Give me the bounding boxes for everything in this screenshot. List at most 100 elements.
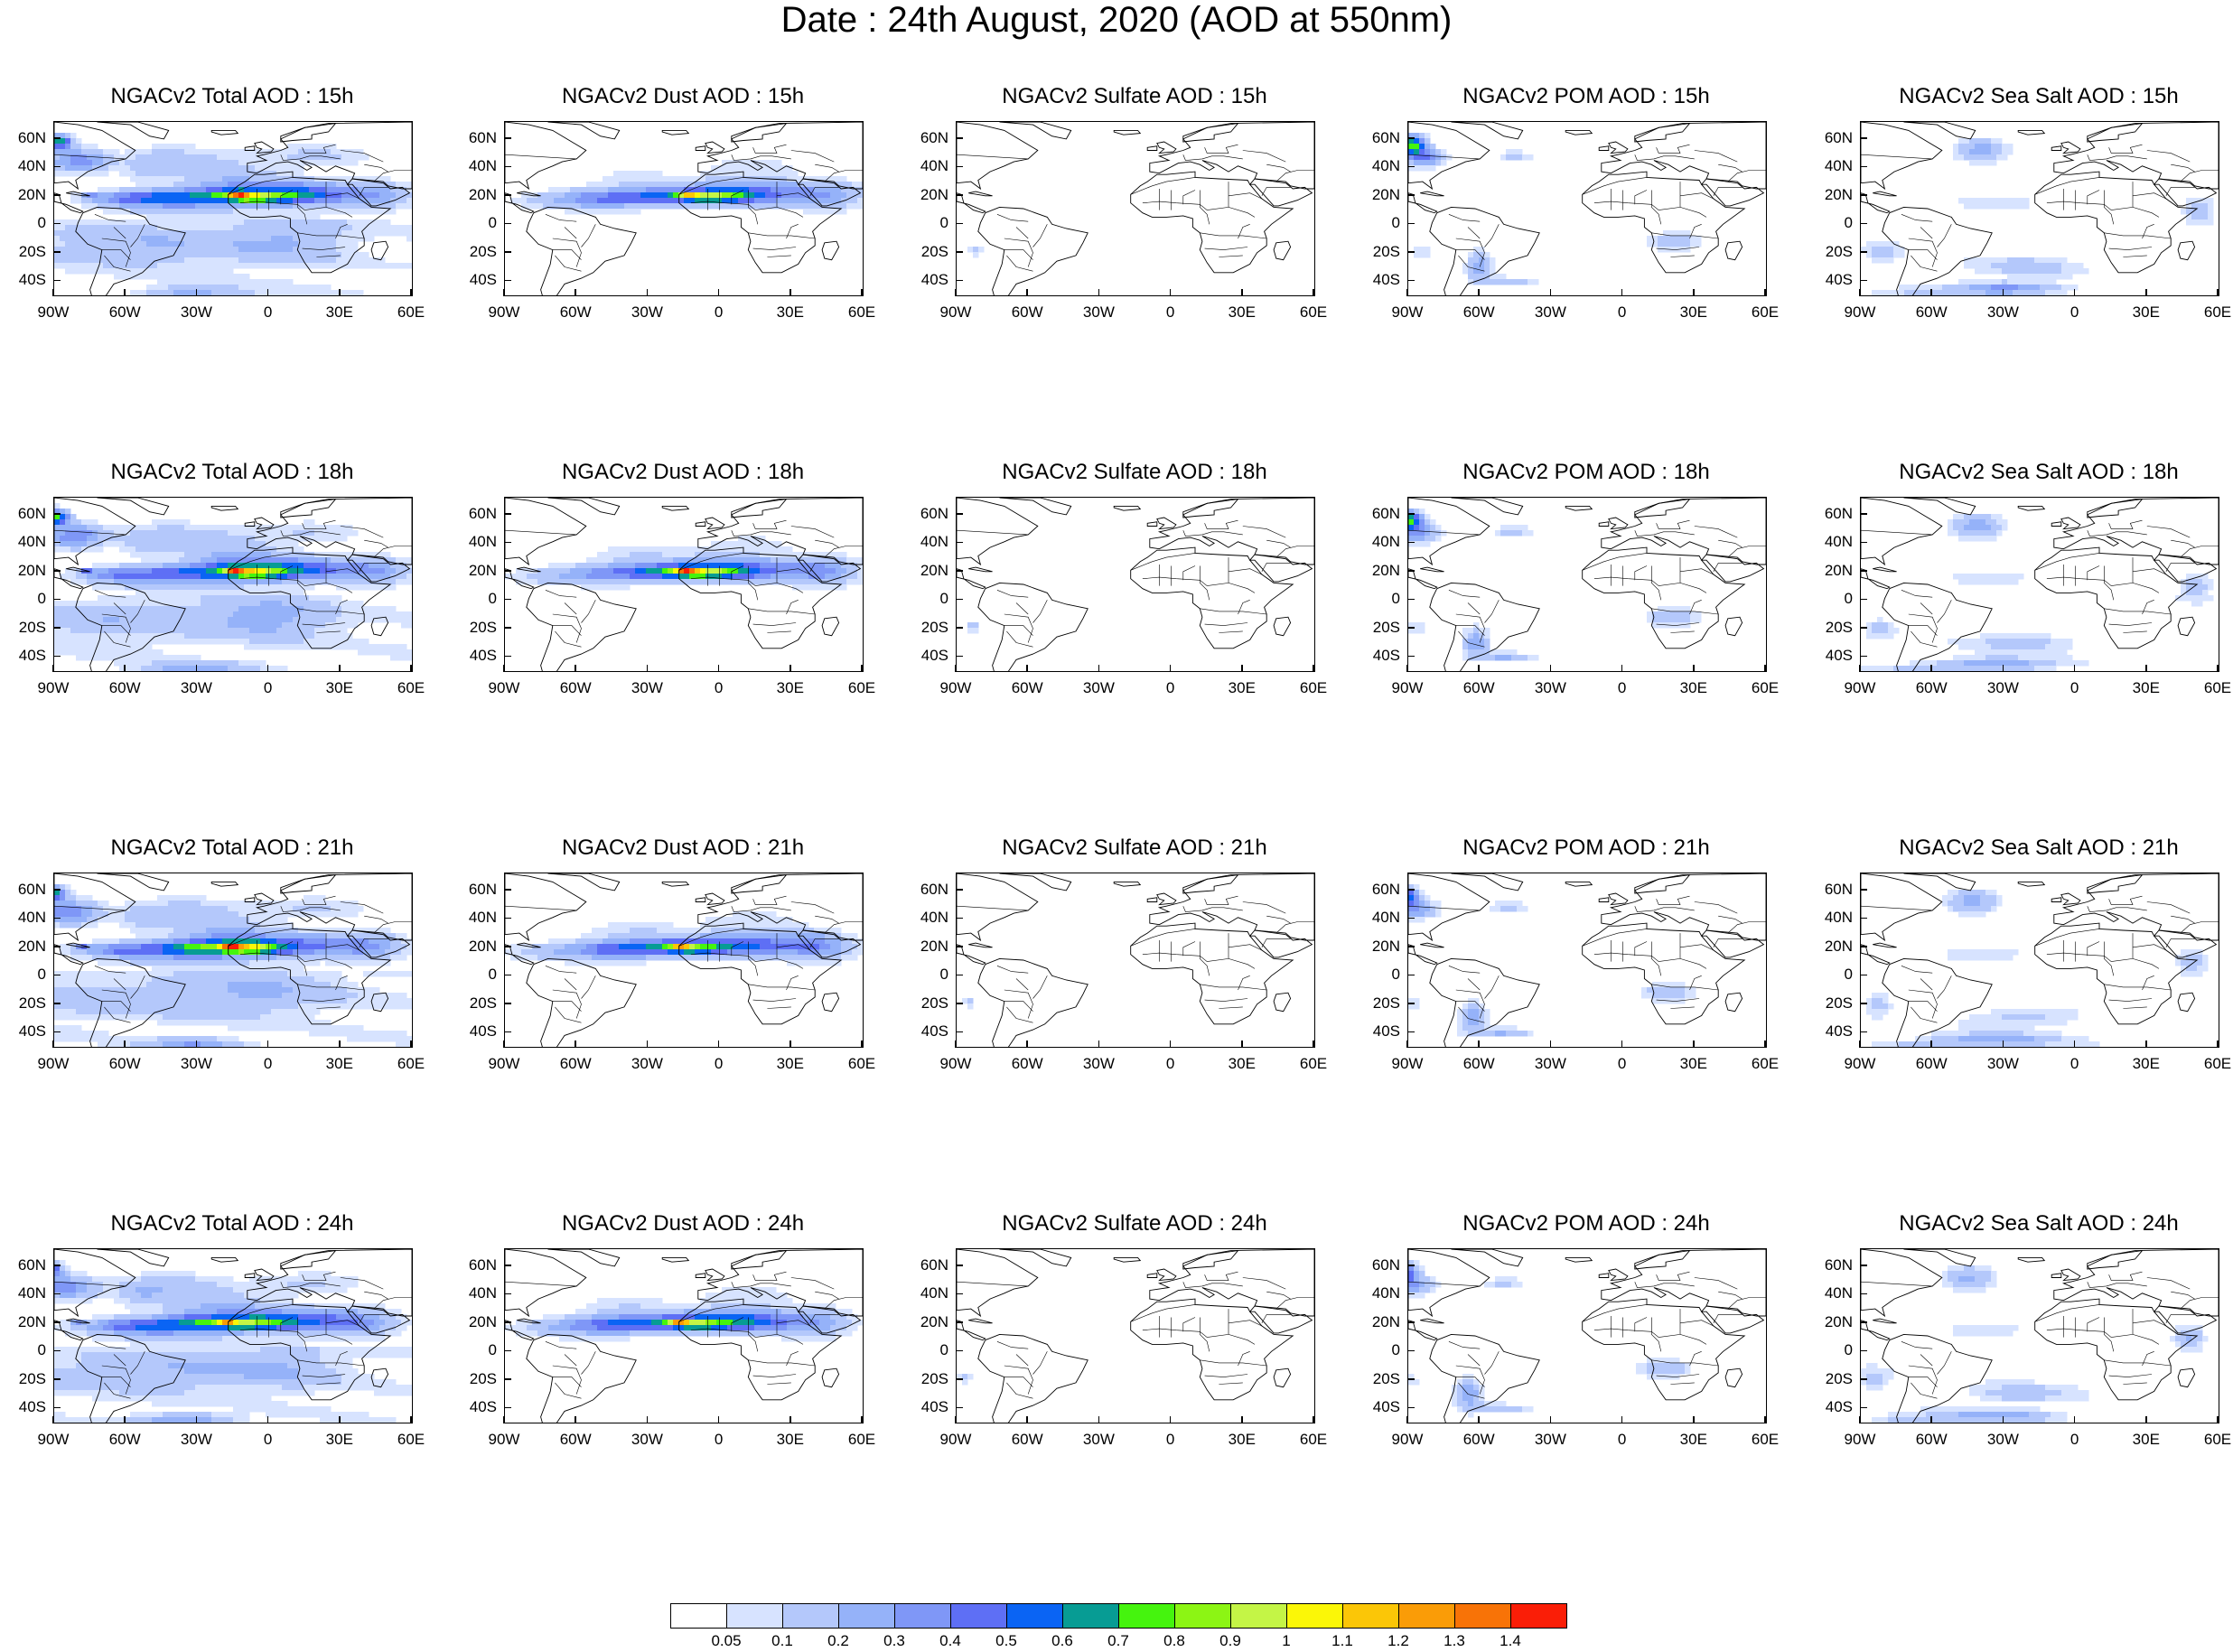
y-tick-label: 40S — [920, 647, 948, 665]
x-tick-label: 0 — [714, 303, 724, 321]
x-tick-label: 0 — [263, 679, 273, 696]
x-tick — [195, 1416, 198, 1423]
x-tick-label: 90W — [939, 679, 972, 696]
y-tick-label: 40N — [17, 1284, 46, 1302]
x-tick-label: 90W — [37, 679, 70, 696]
y-tick-label: 60N — [920, 880, 948, 898]
colorbar-label: 1.3 — [1444, 1632, 1465, 1649]
y-tick — [1407, 598, 1415, 601]
x-tick — [1621, 1416, 1623, 1423]
x-tick — [339, 665, 341, 672]
panel-title: NGACv2 Dust AOD : 18h — [561, 460, 805, 484]
y-tick — [956, 541, 963, 544]
y-tick-label: 0 — [1391, 214, 1400, 232]
y-tick — [504, 541, 511, 544]
y-tick — [53, 598, 61, 601]
x-tick — [339, 1041, 341, 1048]
y-tick-label: 40S — [18, 647, 46, 665]
y-tick — [1860, 513, 1867, 515]
x-tick — [2145, 1041, 2147, 1048]
y-tick-label: 40N — [1824, 533, 1853, 551]
x-tick — [1169, 665, 1172, 672]
x-tick-label: 60W — [1011, 1431, 1043, 1448]
aod-field — [1408, 1260, 1691, 1418]
x-tick — [955, 289, 957, 296]
x-tick-label: 30E — [1228, 303, 1256, 321]
x-tick — [266, 1416, 269, 1423]
y-tick — [1860, 889, 1867, 891]
map-panel-seasalt-15h — [1860, 121, 2219, 296]
x-tick — [1169, 289, 1172, 296]
aod-map — [1408, 498, 1766, 671]
x-tick-label: 30E — [1228, 1431, 1256, 1448]
x-tick — [575, 289, 576, 296]
x-tick-label: 30W — [1986, 679, 2019, 696]
y-tick-label: 40N — [468, 533, 497, 551]
y-tick-label: 40N — [468, 909, 497, 927]
aod-map — [957, 873, 1314, 1047]
map-panel-sulfate-21h — [956, 873, 1315, 1048]
y-tick-label: 20S — [18, 242, 46, 260]
y-tick — [53, 1031, 61, 1032]
colorbar-label: 0.8 — [1163, 1632, 1185, 1649]
y-tick — [1407, 1406, 1415, 1408]
colorbar-swatch — [894, 1603, 951, 1629]
x-tick — [1930, 1041, 1932, 1048]
y-tick-label: 60N — [468, 880, 497, 898]
panel-title: NGACv2 Sulfate AOD : 15h — [1002, 84, 1267, 108]
map-panel-dust-15h — [504, 121, 864, 296]
x-tick-label: 0 — [2069, 303, 2079, 321]
colorbar-label: 0.2 — [827, 1632, 849, 1649]
y-tick-label: 40N — [1371, 533, 1400, 551]
y-tick-label: 0 — [1844, 1341, 1853, 1359]
x-tick — [1406, 665, 1408, 672]
x-tick-label: 30W — [1986, 1055, 2019, 1072]
y-tick-label: 40S — [1372, 647, 1400, 665]
colorbar-swatch — [1510, 1603, 1567, 1629]
y-tick-label: 20S — [1372, 242, 1400, 260]
aod-map — [54, 1249, 412, 1423]
x-tick-label: 30W — [1534, 1431, 1566, 1448]
y-tick — [956, 1031, 963, 1032]
panel-title: NGACv2 Total AOD : 24h — [110, 1211, 354, 1236]
y-tick-label: 60N — [920, 128, 948, 146]
x-tick — [1693, 665, 1695, 672]
aod-map — [505, 498, 863, 671]
y-tick-label: 20N — [17, 561, 46, 579]
y-tick-label: 20S — [18, 1369, 46, 1387]
y-tick-label: 20S — [920, 618, 948, 636]
x-tick-label: 60W — [1011, 679, 1043, 696]
x-tick — [1169, 1416, 1172, 1423]
y-tick-label: 0 — [488, 590, 497, 608]
panel-title: NGACv2 Total AOD : 21h — [110, 835, 354, 860]
x-tick-label: 30E — [1679, 303, 1707, 321]
x-tick — [955, 1416, 957, 1423]
x-tick — [861, 665, 863, 672]
y-tick-label: 40N — [468, 157, 497, 175]
coastlines — [957, 873, 1314, 1047]
aod-field — [1408, 133, 1702, 285]
panel-title: NGACv2 Sea Salt AOD : 21h — [1899, 835, 2179, 860]
y-tick-label: 40S — [920, 1398, 948, 1416]
y-tick-label: 20S — [469, 618, 497, 636]
x-tick-label: 30E — [2132, 679, 2160, 696]
aod-map — [505, 1249, 863, 1423]
aod-map — [1408, 873, 1766, 1047]
y-tick — [504, 279, 511, 281]
y-tick-label: 20N — [468, 561, 497, 579]
aod-field — [54, 133, 412, 295]
y-tick-label: 20N — [920, 561, 948, 579]
x-tick — [52, 1041, 54, 1048]
colorbar-swatch — [726, 1603, 783, 1629]
x-tick — [2145, 289, 2147, 296]
map-panel-pom-24h — [1407, 1248, 1767, 1423]
y-tick — [1407, 1321, 1415, 1323]
y-tick — [956, 1321, 963, 1323]
x-tick — [1406, 289, 1408, 296]
map-panel-total-24h — [53, 1248, 413, 1423]
y-tick — [53, 1003, 61, 1004]
map-panel-sulfate-24h — [956, 1248, 1315, 1423]
y-tick-label: 20N — [468, 185, 497, 203]
x-tick — [717, 665, 720, 672]
x-tick — [410, 289, 412, 296]
